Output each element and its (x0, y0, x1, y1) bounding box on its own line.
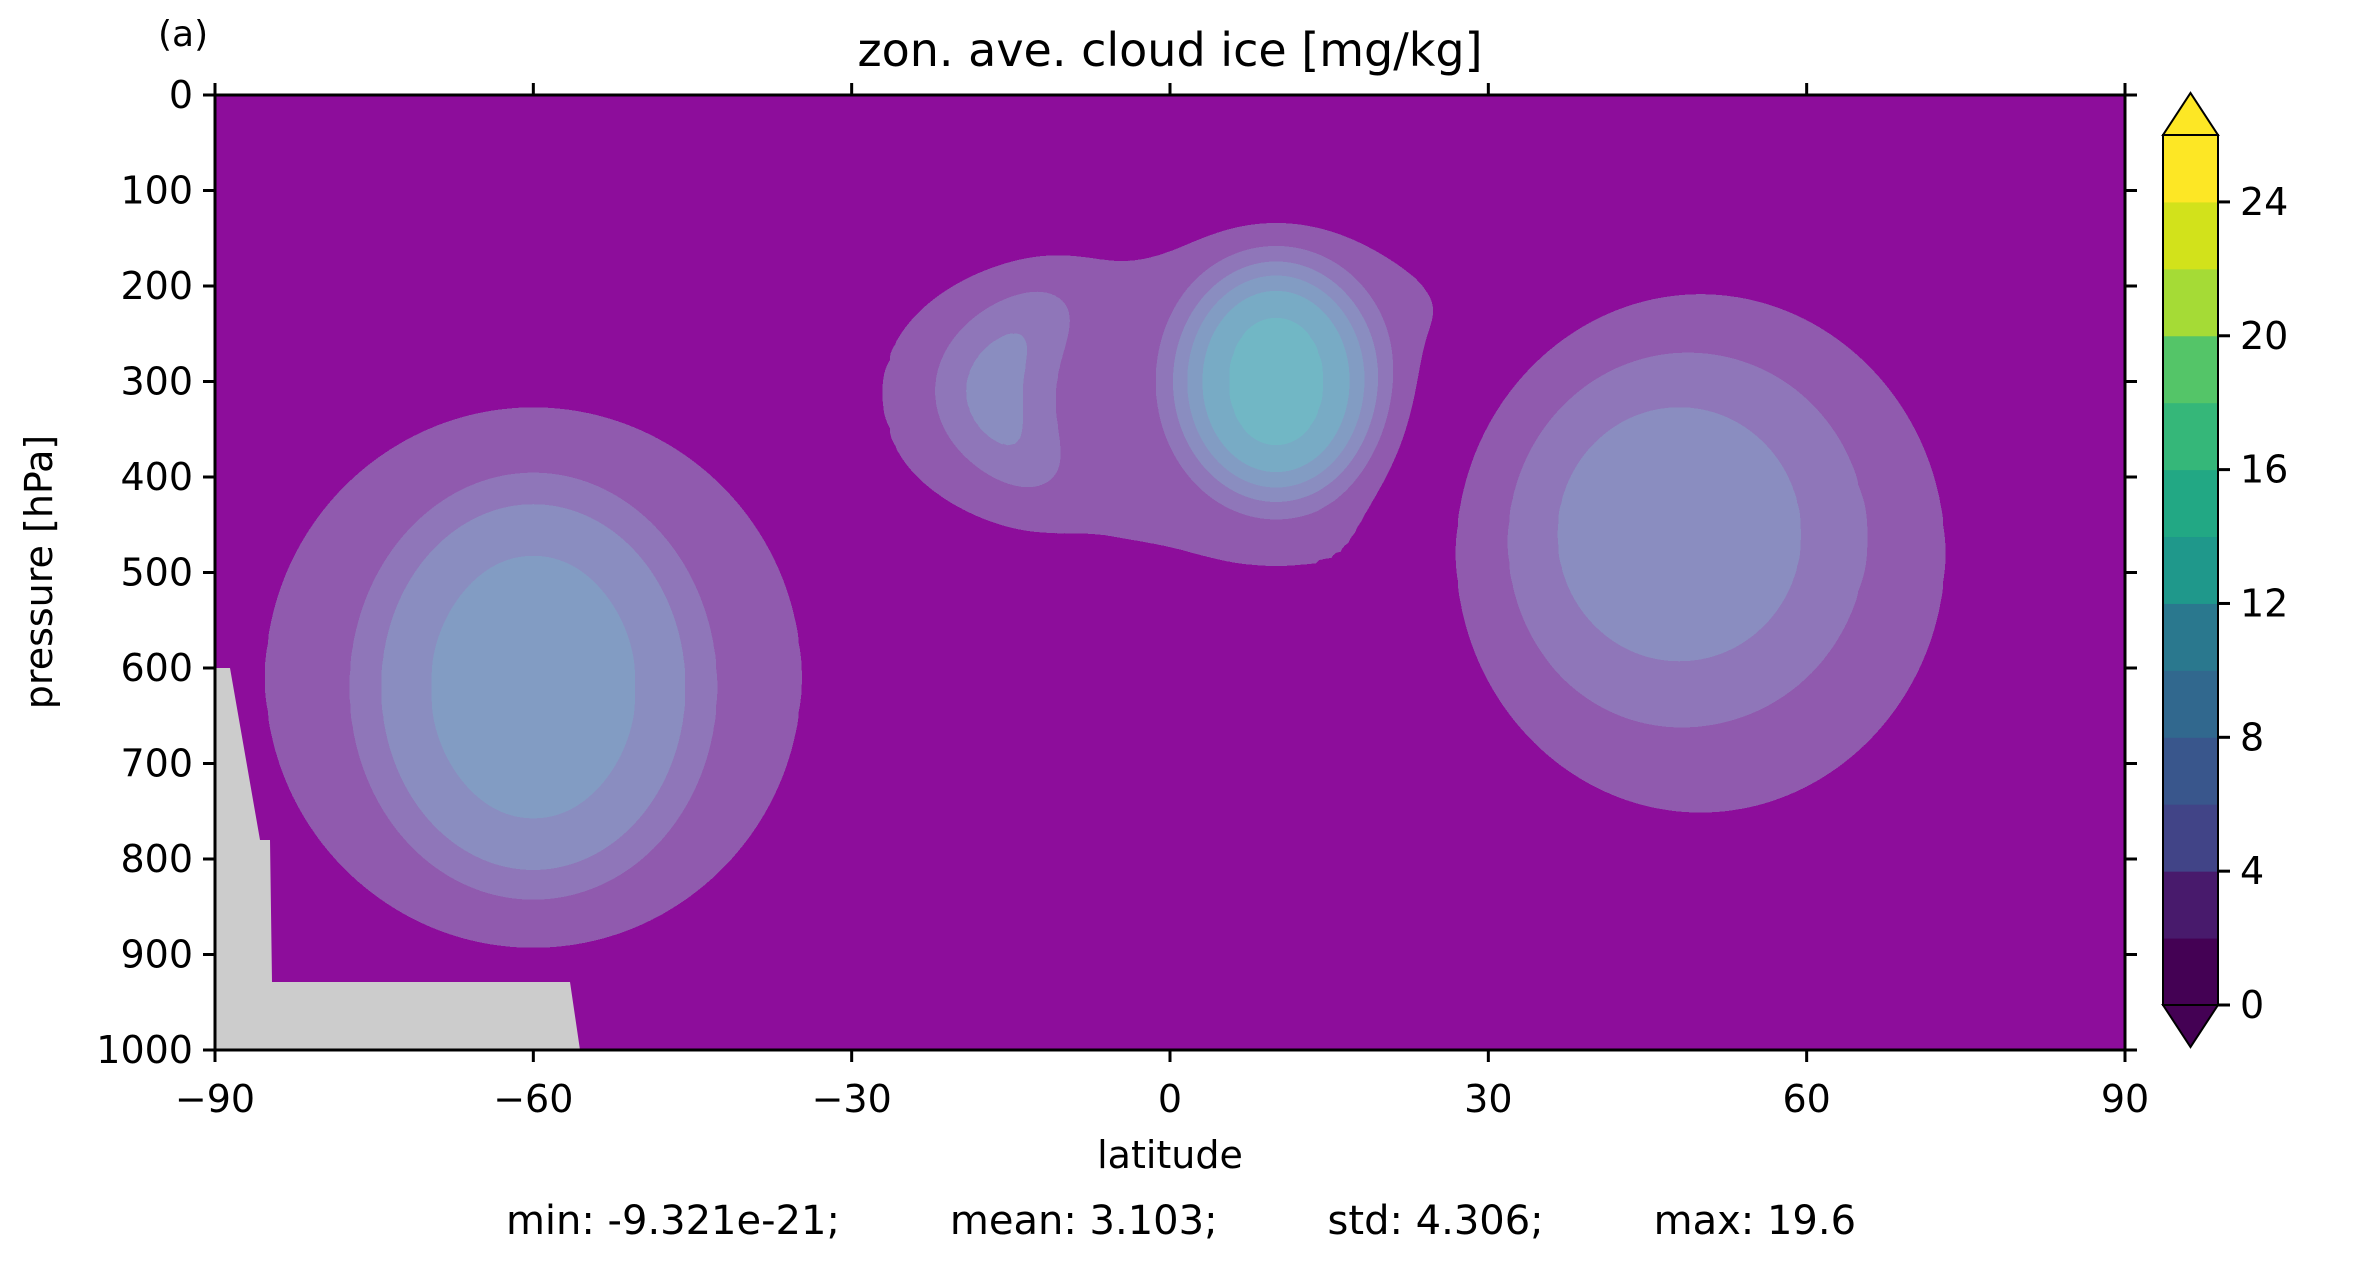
stat-max: max: 19.6 (1653, 1198, 1857, 1244)
colorbar-tick-label: 0 (2240, 983, 2264, 1027)
y-tick-label: 400 (120, 455, 193, 499)
x-tick-label: −30 (812, 1077, 892, 1121)
x-tick-label: 90 (2101, 1077, 2149, 1121)
stat-min: min: -9.321e-21; (505, 1198, 840, 1244)
colorbar-band (2163, 938, 2218, 1006)
colorbar-band (2163, 201, 2218, 270)
colorbar-tick-label: 16 (2240, 448, 2288, 492)
stat-mean: mean: 3.103; (949, 1198, 1218, 1244)
colorbar-band (2163, 737, 2218, 805)
colorbar-band (2163, 402, 2218, 471)
missing-data-region (215, 668, 580, 1050)
field-contour-blob (1541, 391, 1818, 678)
colorbar: 0 4 8 12 16 20 24 (2161, 91, 2288, 1049)
stat-std: std: 4.306; (1327, 1198, 1544, 1244)
colorbar-band (2163, 268, 2218, 337)
y-tick-label: 700 (120, 742, 193, 786)
field-contour-blob (1180, 266, 1372, 497)
y-tick-label: 600 (120, 646, 193, 690)
colorbar-tick-label: 8 (2240, 715, 2264, 759)
colorbar-band (2163, 804, 2218, 872)
y-axis: 0 100 200 300 400 500 600 700 800 900 1000 (96, 73, 2137, 1072)
colorbar-tick-label: 12 (2240, 581, 2288, 625)
colorbar-band (2163, 871, 2218, 939)
y-tick-label: 900 (120, 933, 193, 977)
y-tick-label: 800 (120, 837, 193, 881)
x-axis-label: latitude (1097, 1133, 1243, 1177)
panel-label: (a) (158, 14, 208, 55)
x-tick-label: 30 (1464, 1077, 1512, 1121)
x-tick-label: −60 (493, 1077, 573, 1121)
y-tick-label: 500 (120, 551, 193, 595)
colorbar-band (2163, 135, 2218, 203)
colorbar-band (2163, 536, 2218, 604)
colorbar-band (2163, 670, 2218, 738)
y-tick-label: 300 (120, 360, 193, 404)
x-tick-label: 0 (1158, 1077, 1182, 1121)
y-tick-label: 0 (169, 73, 193, 117)
y-tick-label: 1000 (96, 1028, 193, 1072)
x-tick-label: 60 (1782, 1077, 1830, 1121)
colorbar-tick-label: 20 (2240, 314, 2288, 358)
colorbar-tick-label: 24 (2240, 180, 2288, 224)
statistics-line: min: -9.321e-21; mean: 3.103; std: 4.306; m… (0, 1198, 2362, 1244)
colorbar-frame (2162, 134, 2219, 1006)
colorbar-band (2163, 335, 2218, 404)
x-tick-label: −90 (175, 1077, 255, 1121)
colorbar-extend-max (2161, 91, 2220, 136)
colorbar-band (2163, 469, 2218, 538)
field-contour-blob (374, 496, 693, 879)
colorbar-tick-label: 4 (2240, 849, 2264, 893)
colorbar-band (2163, 603, 2218, 671)
x-axis: −90 −60 −30 0 30 60 90 (175, 83, 2149, 1121)
y-tick-label: 200 (120, 264, 193, 308)
colorbar-extend-min (2161, 1004, 2220, 1049)
y-tick-label: 100 (120, 169, 193, 213)
chart-title: zon. ave. cloud ice [mg/kg] (857, 23, 1482, 77)
y-axis-label: pressure [hPa] (17, 435, 61, 709)
